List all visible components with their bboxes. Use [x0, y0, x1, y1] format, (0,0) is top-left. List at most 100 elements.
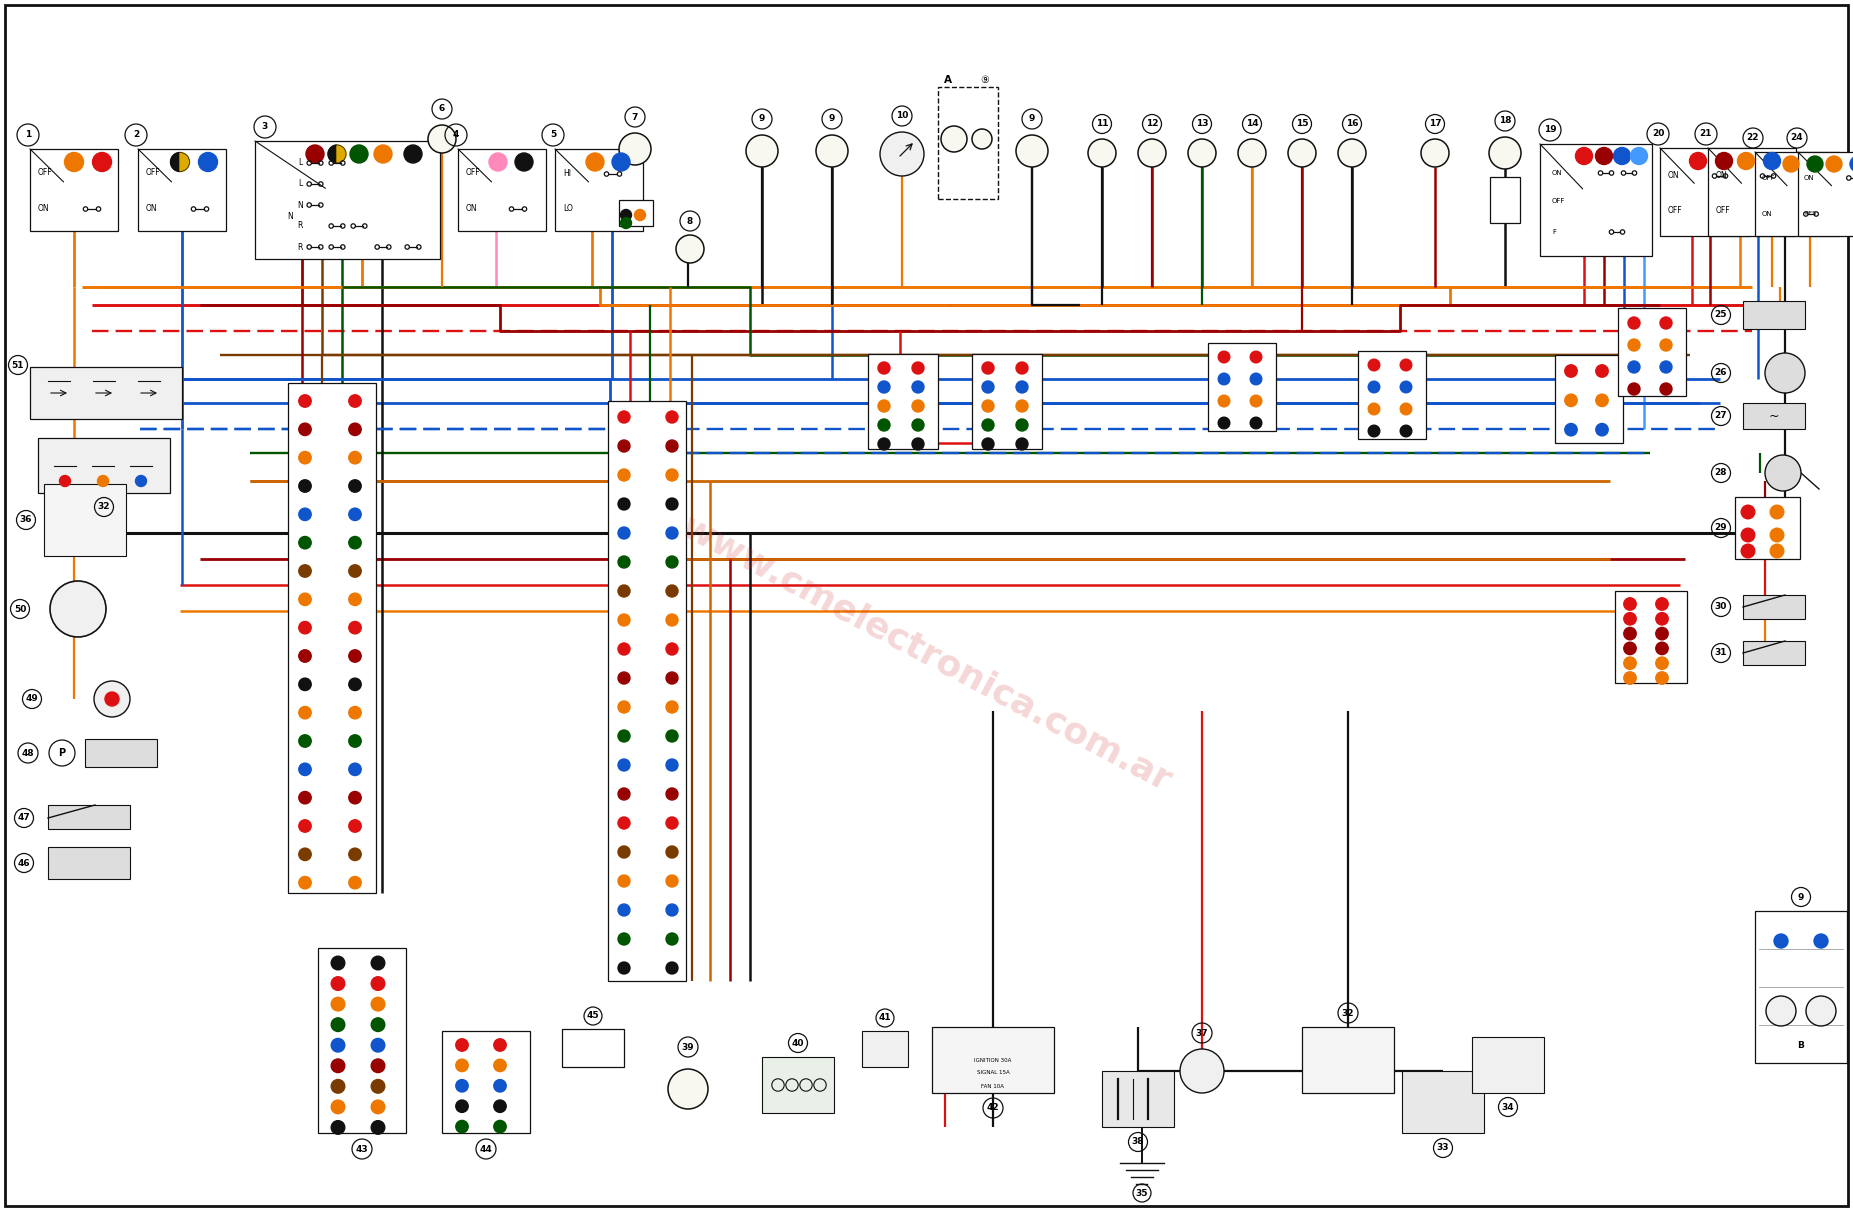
Circle shape: [1623, 598, 1636, 610]
Circle shape: [1657, 598, 1668, 610]
Circle shape: [1623, 672, 1636, 684]
Circle shape: [95, 681, 130, 717]
Circle shape: [371, 957, 385, 970]
Circle shape: [371, 1120, 385, 1135]
Text: 42: 42: [986, 1103, 999, 1113]
Circle shape: [619, 759, 630, 771]
Circle shape: [619, 440, 630, 452]
Text: 16: 16: [1345, 120, 1358, 128]
Text: N: N: [296, 201, 304, 210]
Circle shape: [878, 400, 889, 412]
Bar: [39, 438, 170, 493]
Text: 32: 32: [98, 503, 109, 511]
Circle shape: [1770, 505, 1784, 518]
Circle shape: [348, 820, 361, 832]
Circle shape: [1564, 365, 1577, 377]
Circle shape: [348, 678, 361, 690]
Circle shape: [982, 400, 993, 412]
Circle shape: [665, 962, 678, 974]
Text: 30: 30: [1714, 603, 1727, 612]
Bar: [30, 149, 119, 231]
Circle shape: [1631, 148, 1647, 165]
Text: 18: 18: [1499, 116, 1512, 126]
Text: ON: ON: [1668, 172, 1679, 180]
Circle shape: [619, 903, 630, 916]
Circle shape: [348, 621, 361, 633]
Text: 29: 29: [1714, 523, 1727, 533]
Circle shape: [198, 153, 217, 172]
Text: OFF: OFF: [1553, 199, 1566, 203]
Bar: [443, 1031, 530, 1133]
Circle shape: [1660, 383, 1671, 395]
Circle shape: [1217, 373, 1230, 385]
Circle shape: [428, 125, 456, 153]
Text: 49: 49: [26, 694, 39, 704]
Text: 41: 41: [878, 1014, 891, 1022]
Circle shape: [332, 1018, 345, 1032]
Circle shape: [912, 400, 925, 412]
Bar: [85, 739, 158, 767]
Text: IGNITION 30A: IGNITION 30A: [975, 1057, 1012, 1062]
Circle shape: [332, 1058, 345, 1073]
Text: 48: 48: [22, 748, 35, 758]
Circle shape: [348, 423, 361, 436]
Circle shape: [1766, 455, 1801, 490]
Circle shape: [1217, 351, 1230, 363]
Circle shape: [1564, 394, 1577, 407]
Text: 27: 27: [1714, 412, 1727, 420]
Text: 17: 17: [1429, 120, 1442, 128]
Circle shape: [332, 1120, 345, 1135]
Circle shape: [1766, 352, 1805, 394]
Circle shape: [298, 536, 311, 549]
Text: L: L: [298, 179, 304, 189]
Text: 13: 13: [1195, 120, 1208, 128]
Text: 7: 7: [632, 113, 637, 121]
Circle shape: [619, 932, 630, 945]
Circle shape: [1238, 139, 1266, 167]
Circle shape: [298, 621, 311, 633]
Circle shape: [371, 1100, 385, 1114]
Circle shape: [619, 817, 630, 830]
Bar: [1555, 355, 1623, 443]
Circle shape: [456, 1100, 469, 1113]
Circle shape: [1490, 137, 1521, 170]
Bar: [1744, 403, 1805, 429]
Circle shape: [135, 476, 146, 487]
Bar: [608, 401, 686, 981]
Text: 15: 15: [1295, 120, 1308, 128]
Circle shape: [1088, 139, 1116, 167]
Circle shape: [493, 1079, 506, 1092]
Text: ON: ON: [146, 205, 158, 213]
Circle shape: [611, 153, 630, 171]
Circle shape: [634, 210, 645, 220]
Circle shape: [1015, 362, 1028, 374]
Bar: [1618, 308, 1686, 396]
Bar: [44, 484, 126, 556]
Circle shape: [348, 650, 361, 662]
Circle shape: [1217, 395, 1230, 407]
Circle shape: [348, 735, 361, 747]
Circle shape: [1742, 528, 1755, 541]
Bar: [1744, 302, 1805, 329]
Text: 40: 40: [791, 1039, 804, 1048]
Circle shape: [93, 153, 111, 172]
Circle shape: [456, 1060, 469, 1072]
Circle shape: [489, 153, 508, 171]
Circle shape: [332, 1100, 345, 1114]
Circle shape: [1251, 418, 1262, 429]
Circle shape: [815, 134, 849, 167]
Circle shape: [1368, 360, 1380, 371]
Circle shape: [348, 480, 361, 492]
Circle shape: [619, 788, 630, 800]
Circle shape: [619, 498, 630, 510]
Circle shape: [619, 133, 650, 165]
Text: ON: ON: [1716, 172, 1727, 180]
Circle shape: [298, 678, 311, 690]
Circle shape: [912, 362, 925, 374]
Text: R: R: [298, 222, 304, 230]
Circle shape: [665, 672, 678, 684]
Circle shape: [665, 932, 678, 945]
Text: A: A: [943, 75, 952, 85]
Text: ON: ON: [465, 205, 478, 213]
Circle shape: [332, 998, 345, 1011]
